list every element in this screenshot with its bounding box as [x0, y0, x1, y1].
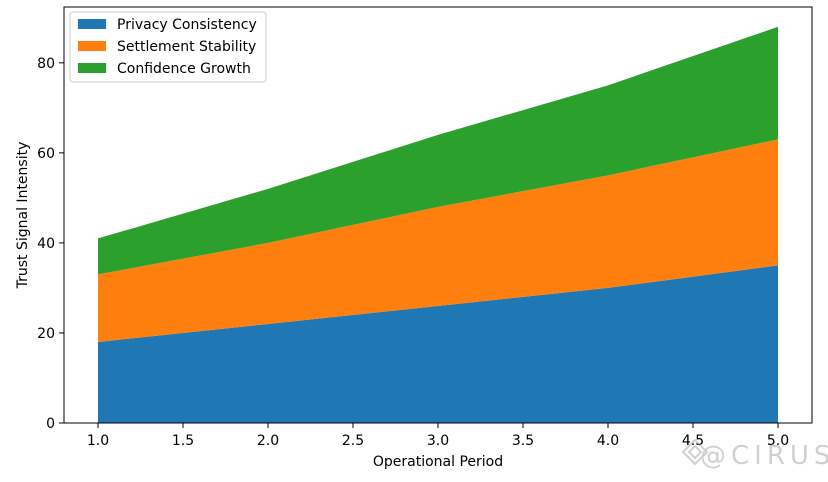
y-tick-label: 40	[37, 236, 55, 252]
y-tick-label: 0	[46, 416, 55, 432]
x-tick-label: 3.0	[427, 433, 449, 449]
x-axis: 1.0 1.5 2.0 2.5 3.0 3.5 4.0 4.5 5.0	[87, 423, 789, 449]
area-settlement-stability	[98, 139, 778, 342]
x-tick-label: 1.0	[87, 433, 109, 449]
legend-swatch-confidence	[78, 63, 106, 73]
watermark-text: @CIRUS	[700, 441, 828, 471]
legend-swatch-privacy	[78, 19, 106, 29]
legend: Privacy Consistency Settlement Stability…	[69, 11, 267, 83]
y-axis-label: Trust Signal Intensity	[15, 142, 31, 290]
area-privacy-consistency	[98, 265, 778, 423]
x-tick-label: 4.0	[597, 433, 619, 449]
y-tick-label: 60	[37, 146, 55, 162]
y-axis: 0 20 40 60 80	[37, 56, 64, 432]
y-tick-label: 80	[37, 56, 55, 72]
legend-swatch-settlement	[78, 41, 106, 51]
x-axis-label: Operational Period	[373, 454, 503, 470]
legend-label-settlement: Settlement Stability	[117, 39, 256, 55]
legend-label-privacy: Privacy Consistency	[117, 17, 257, 33]
x-tick-label: 2.0	[257, 433, 279, 449]
x-tick-label: 2.5	[342, 433, 364, 449]
x-tick-label: 5.0	[767, 433, 789, 449]
legend-frame	[69, 11, 267, 83]
area-confidence-growth	[98, 26, 778, 275]
areas	[98, 26, 778, 423]
legend-label-confidence: Confidence Growth	[117, 61, 251, 77]
x-tick-label: 4.5	[682, 433, 704, 449]
watermark-logo-icon	[681, 438, 709, 466]
x-tick-label: 1.5	[172, 433, 194, 449]
x-tick-label: 3.5	[512, 433, 534, 449]
y-tick-label: 20	[37, 326, 55, 342]
watermark: @CIRUS	[681, 438, 828, 471]
